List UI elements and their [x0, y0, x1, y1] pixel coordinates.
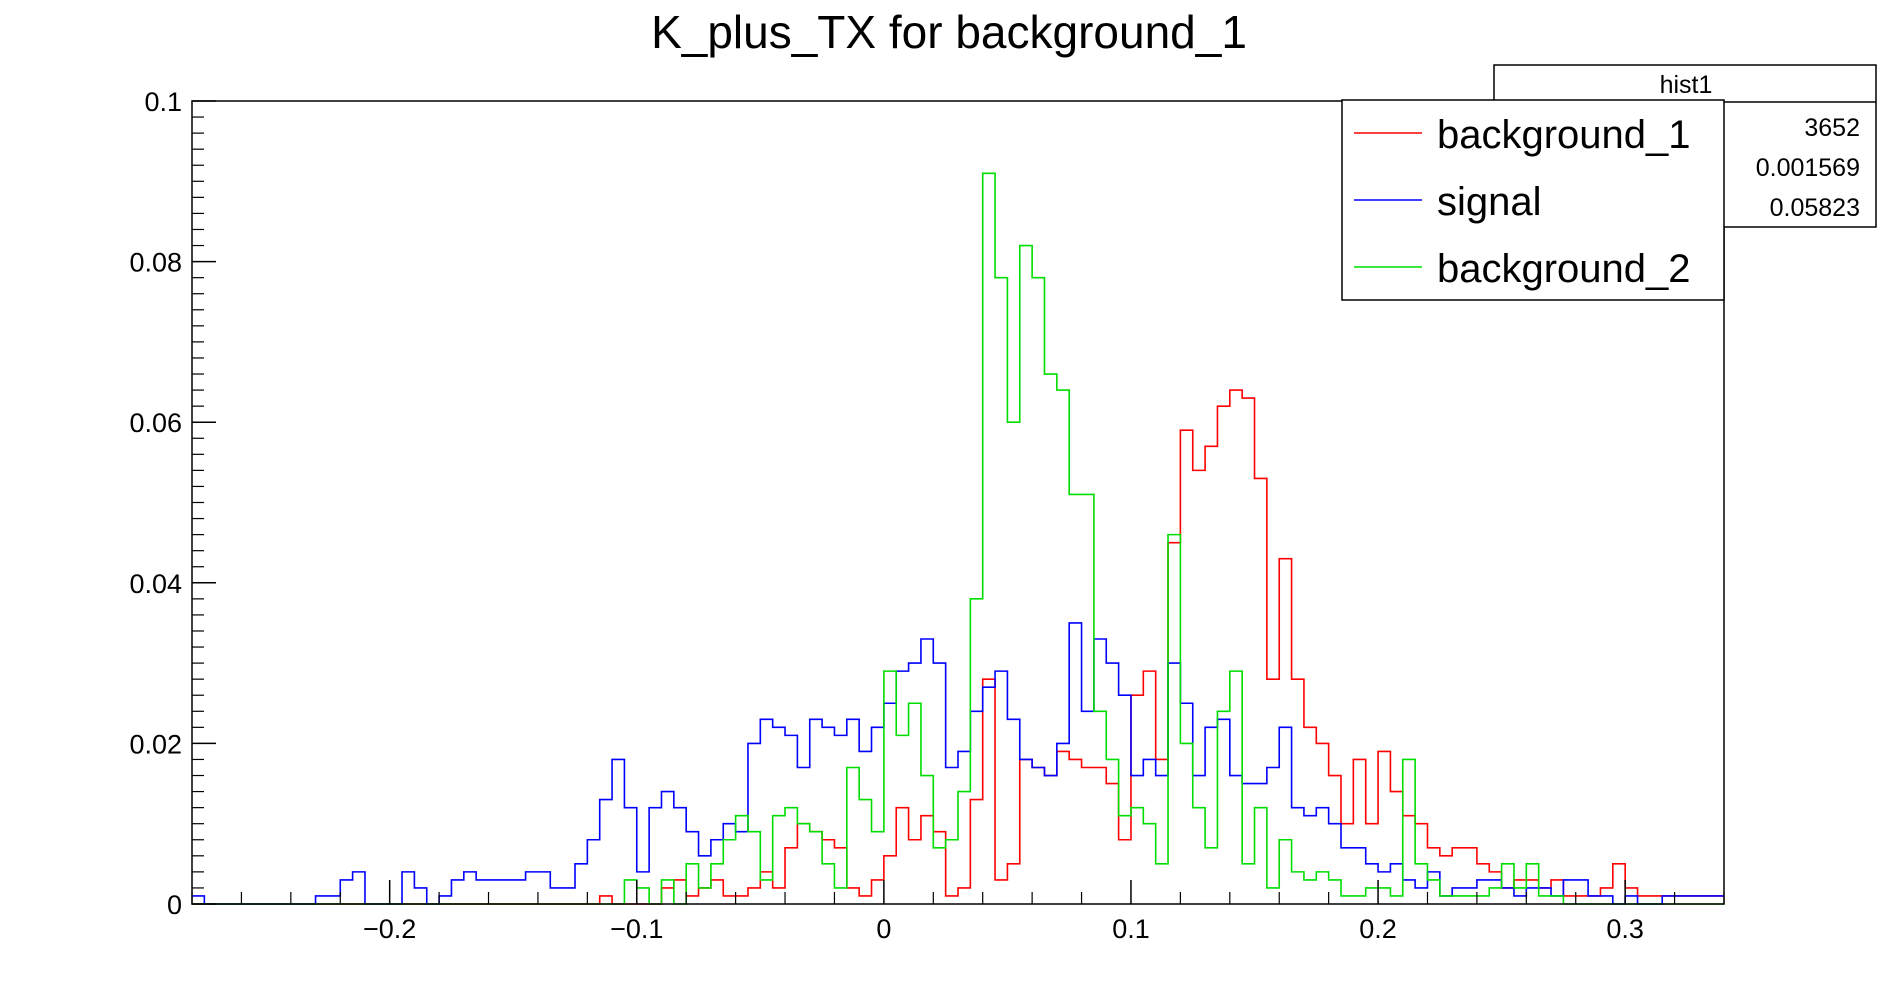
y-tick-label: 0: [167, 890, 182, 920]
y-tick-label: 0.06: [129, 408, 182, 438]
y-tick-label: 0.04: [129, 569, 182, 599]
stats-box-title: hist1: [1660, 71, 1713, 99]
legend-label-background-2: background_2: [1437, 247, 1691, 291]
stats-entries-value: 3652: [1804, 114, 1860, 142]
stats-mean-value: 0.001569: [1756, 154, 1860, 182]
axes-layer: −0.2 −0.1 0 0.1 0.2 0.3 0 0.02 0.04 0.06 0.08 0.1: [129, 87, 1725, 944]
series-signal-line: [192, 622, 1724, 905]
y-tick-label: 0.1: [144, 87, 182, 117]
legend-label-background-1: background_1: [1437, 113, 1691, 157]
legend-label-signal: signal: [1437, 180, 1542, 224]
y-tick-label: 0.08: [129, 248, 182, 278]
y-tick-label: 0.02: [129, 729, 182, 759]
stats-stddev-value: 0.05823: [1770, 194, 1860, 222]
legend: background_1 signal background_2: [1341, 99, 1725, 301]
x-tick-label: 0.1: [1112, 914, 1150, 944]
x-tick-label: −0.2: [363, 914, 416, 944]
x-tick-label: 0: [876, 914, 891, 944]
chart-title: K_plus_TX for background_1: [651, 6, 1247, 58]
x-tick-label: 0.2: [1359, 914, 1397, 944]
x-tick-label: −0.1: [610, 914, 663, 944]
x-tick-label: 0.3: [1606, 914, 1644, 944]
